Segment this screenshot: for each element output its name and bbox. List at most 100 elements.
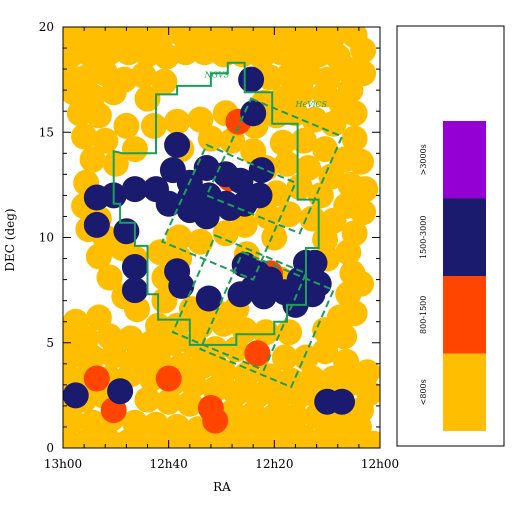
data-point-0-196 [282,403,309,430]
data-point-0-70 [121,136,148,163]
data-point-0-194 [240,401,267,428]
axis-ticks: 13h00 12h40 12h20 12h00 0 5 10 15 20 [39,20,399,471]
legend: <800s 800-1500 1500-3000 >3000s [396,25,505,447]
data-point-2-0 [238,66,265,93]
data-point-0-150 [223,336,250,363]
data-point-0-67 [341,125,368,152]
x-tick-label-3: 12h00 [361,457,399,471]
data-point-0-215 [73,428,100,448]
data-point-2-7 [227,167,254,194]
data-point-0-79 [348,148,374,175]
data-point-0-72 [197,125,224,152]
data-point-1-6 [155,365,182,392]
data-point-0-165 [233,361,260,388]
data-point-0-229 [360,430,380,448]
data-point-0-218 [136,428,163,448]
data-point-0-223 [242,430,269,448]
data-point-0-28 [229,41,256,68]
y-tick-label-4: 20 [39,20,54,34]
data-point-0-191 [176,390,203,417]
data-point-0-55 [66,100,93,127]
data-point-0-25 [172,39,199,66]
y-axis-title: DEC (deg) [3,208,17,271]
plot-area: NGVS HeViCS [63,27,380,448]
y-tick-label-2: 10 [39,231,54,245]
data-point-2-39 [121,277,148,304]
data-point-0-108 [261,224,288,251]
data-point-0-225 [284,430,311,448]
data-point-0-130 [341,300,368,327]
data-point-0-122 [348,270,374,297]
data-point-0-47 [100,79,127,106]
data-point-0-69 [92,127,119,154]
survey-regions: NGVS HeViCS [112,61,344,389]
region-1-outline-3 [199,250,335,389]
data-point-0-63 [263,102,290,129]
data-point-0-26 [191,39,218,66]
data-point-0-141 [331,323,358,350]
data-point-0-81 [102,150,129,177]
legend-label-0: <800s [419,379,428,405]
data-point-0-159 [100,342,127,369]
data-point-2-22 [83,211,110,238]
data-point-0-145 [117,325,144,352]
region-label-1: HeViCS [295,100,328,109]
x-tick-label-2: 12h20 [255,457,293,471]
data-point-0-41 [257,64,284,91]
data-point-0-189 [134,386,161,413]
data-point-0-157 [63,342,85,369]
data-point-0-27 [210,41,237,68]
data-point-0-221 [200,430,226,448]
x-tick-label-0: 13h00 [44,457,82,471]
data-point-0-54 [341,100,368,127]
data-point-0-124 [124,296,150,323]
y-tick-label-0: 0 [46,441,54,455]
data-point-0-91 [307,182,334,209]
data-point-0-219 [157,430,184,448]
data-point-0-183 [286,382,313,409]
x-tick-label-1: 12h40 [150,457,188,471]
data-point-1-3 [244,340,271,367]
legend-swatch-3 [443,121,486,199]
data-point-0-105 [187,228,214,255]
data-point-2-42 [63,382,89,409]
legend-swatch-1 [443,276,486,354]
data-point-2-35 [301,249,328,276]
region-1-outline-2 [171,234,308,372]
data-point-0-152 [271,344,298,371]
data-point-0-110 [335,239,362,266]
data-point-2-45 [329,388,355,415]
data-points [63,27,380,448]
data-point-0-30 [267,39,294,66]
data-point-0-226 [305,430,332,448]
data-point-0-58 [140,112,167,139]
data-point-0-222 [221,430,248,448]
data-point-2-13 [155,190,182,217]
legend-label-1: 800-1500 [419,296,428,334]
data-point-0-40 [151,68,178,95]
data-point-0-132 [85,304,112,331]
data-point-0-22 [115,39,142,66]
data-point-0-190 [155,388,182,415]
data-point-2-24 [121,254,148,280]
data-point-0-227 [326,430,353,448]
data-point-0-32 [305,41,332,68]
data-point-0-147 [159,329,186,356]
data-point-0-87 [352,176,379,203]
data-point-0-138 [252,319,279,346]
y-tick-label-1: 5 [46,336,54,350]
x-axis-title: RA [213,480,231,494]
data-point-2-20 [193,203,220,230]
data-point-0-90 [286,174,313,200]
data-point-0-51 [288,79,315,106]
legend-swatch-0 [443,353,486,431]
data-point-0-57 [113,112,140,139]
region-1-outline-0 [205,97,344,235]
legend-entries: <800s 800-1500 1500-3000 >3000s [419,121,486,431]
data-point-2-40 [227,281,254,308]
data-point-2-18 [246,182,273,209]
data-point-0-83 [274,150,300,177]
data-point-0-93 [350,199,377,226]
data-point-0-224 [263,430,290,448]
